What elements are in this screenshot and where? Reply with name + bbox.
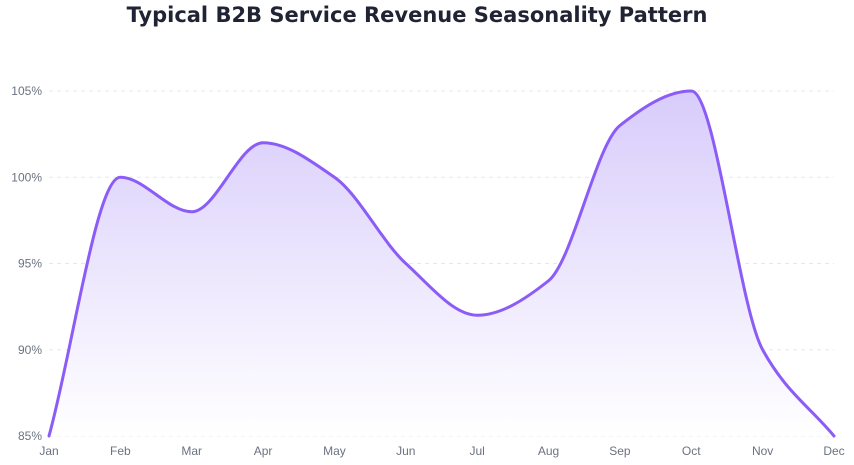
series-line: [47, 89, 836, 438]
x-tick-label: Oct: [682, 444, 701, 458]
y-tick-label: 90%: [18, 343, 42, 357]
data-point-jan: [46, 433, 52, 439]
data-point-sep: [617, 123, 623, 129]
data-point-apr: [260, 140, 266, 146]
y-tick-label: 105%: [11, 84, 42, 98]
x-tick-label: Sep: [609, 444, 631, 458]
x-tick-label: Jul: [470, 444, 485, 458]
x-tick-label: Jun: [396, 444, 415, 458]
data-point-jul: [474, 312, 480, 318]
chart-title: Typical B2B Service Revenue Seasonality …: [126, 3, 708, 27]
x-axis: Jan Feb Mar Apr May Jun Jul Aug Sep Oct Nov Dec: [39, 444, 844, 458]
series-area: [49, 91, 834, 436]
data-point-jun: [403, 261, 409, 267]
data-point-aug: [546, 278, 552, 284]
data-point-nov: [760, 347, 766, 353]
data-point-dec: [831, 433, 837, 439]
y-axis: 85% 90% 95% 100% 105%: [11, 84, 42, 443]
data-point-oct: [688, 88, 694, 94]
x-tick-label: Aug: [538, 444, 559, 458]
y-tick-label: 100%: [11, 170, 42, 184]
data-point-feb: [117, 174, 123, 180]
x-tick-label: Nov: [752, 444, 773, 458]
y-tick-label: 85%: [18, 429, 42, 443]
x-tick-label: Feb: [110, 444, 131, 458]
x-tick-label: Jan: [39, 444, 58, 458]
x-tick-label: Apr: [254, 444, 273, 458]
area-layer: [47, 89, 836, 438]
x-tick-label: Mar: [181, 444, 202, 458]
y-tick-label: 95%: [18, 257, 42, 271]
data-point-may: [331, 174, 337, 180]
x-tick-label: May: [323, 444, 346, 458]
data-point-mar: [189, 209, 195, 215]
x-tick-label: Dec: [823, 444, 844, 458]
